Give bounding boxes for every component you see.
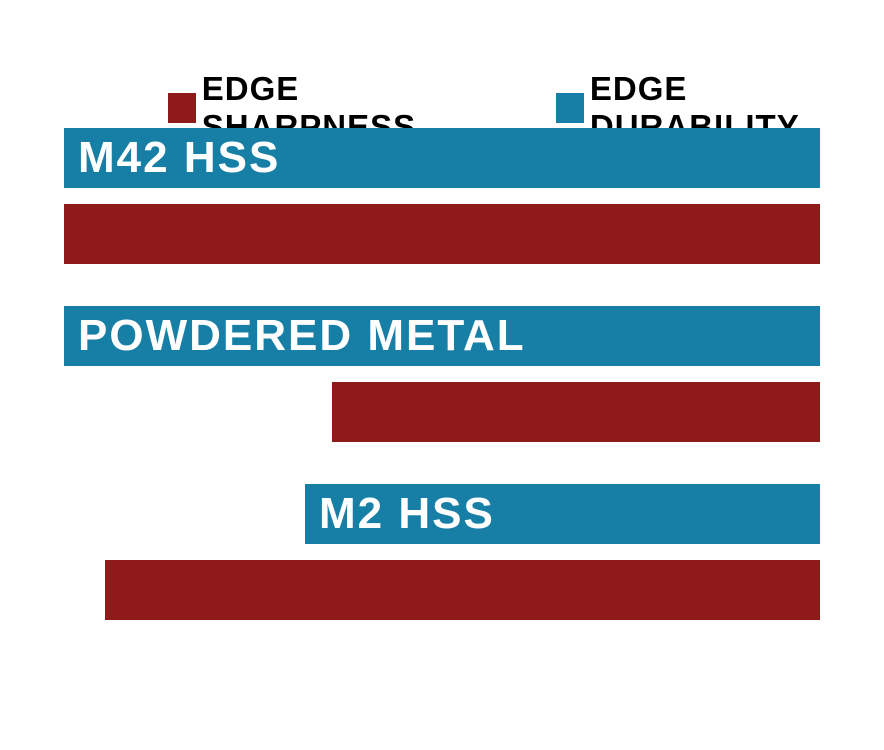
durability-bar: M2 HSS <box>305 484 820 544</box>
material-label: M42 HSS <box>64 133 280 183</box>
durability-bar: Powdered Metal <box>64 306 820 366</box>
sharpness-bar <box>332 382 820 442</box>
material-label: M2 HSS <box>305 489 495 539</box>
sharpness-bar <box>105 560 820 620</box>
material-label: Powdered Metal <box>64 311 526 361</box>
durability-bar: M42 HSS <box>64 128 820 188</box>
legend-swatch <box>556 93 584 123</box>
legend-swatch <box>168 93 196 123</box>
comparison-chart: Edge SharpnessEdge DurabilityM42 HSSPowd… <box>0 0 884 750</box>
sharpness-bar <box>64 204 820 264</box>
